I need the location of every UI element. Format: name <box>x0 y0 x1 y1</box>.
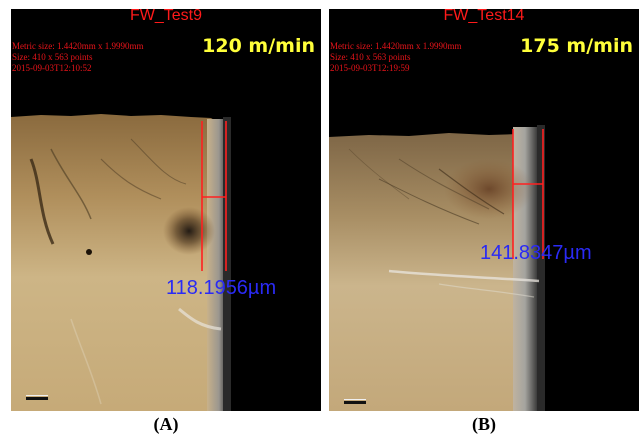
micrograph-panel-b: FW_Test14 Metric size: 1.4420mm x 1.9990… <box>329 9 639 411</box>
measurement-label-a: 118.1956µm <box>166 277 277 299</box>
metadata-line: Size: 410 x 563 points <box>12 52 93 62</box>
image-metadata-b: Metric size: 1.4420mm x 1.9990mm Size: 4… <box>330 41 461 74</box>
metadata-line: Metric size: 1.4420mm x 1.9990mm <box>330 41 462 51</box>
test-title-b: FW_Test14 <box>443 9 525 24</box>
cutting-speed-b: 175 m/min <box>520 35 633 57</box>
micrograph-image-a <box>11 114 231 411</box>
cutting-speed-a: 120 m/min <box>202 35 315 57</box>
scale-bar-a <box>26 397 48 400</box>
test-title-a: FW_Test9 <box>129 9 202 24</box>
image-metadata-a: Metric size: 1.4420mm x 1.9990mm Size: 4… <box>12 41 143 74</box>
micrograph-panel-a: FW_Test9 Metric size: 1.4420mm x 1.9990m… <box>11 9 321 411</box>
metadata-line: Size: 410 x 563 points <box>330 52 411 62</box>
micrograph-image-b <box>329 125 545 411</box>
metadata-line: 2015-09-03T12:19:59 <box>330 63 410 73</box>
scale-bar-b <box>344 401 366 404</box>
metadata-line: 2015-09-03T12:10:52 <box>12 63 92 73</box>
panel-caption-b: (B) <box>472 414 496 434</box>
panel-caption-a: (A) <box>153 414 179 434</box>
metadata-line: Metric size: 1.4420mm x 1.9990mm <box>12 41 144 51</box>
measurement-label-b: 141.8347µm <box>480 242 592 264</box>
